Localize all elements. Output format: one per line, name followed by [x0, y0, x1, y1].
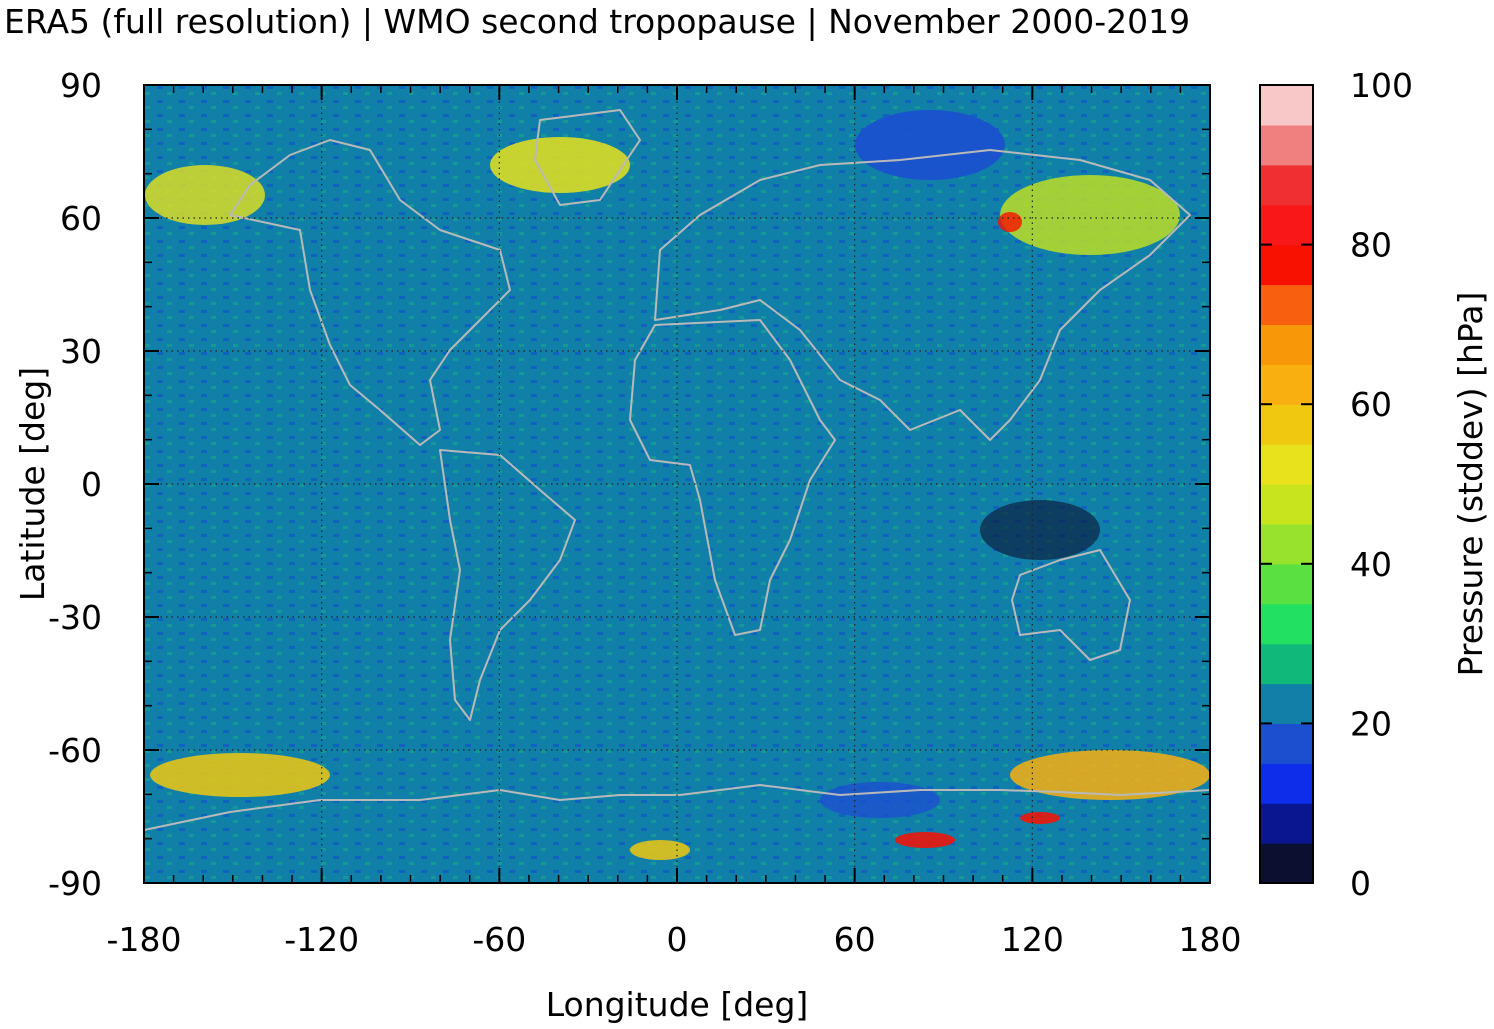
x-tick-label: -60: [472, 920, 526, 959]
colorbar-segment: [1260, 444, 1313, 485]
y-axis-title: Latitude [deg]: [13, 367, 52, 601]
colorbar-segment: [1260, 324, 1313, 365]
colorbar-segment: [1260, 484, 1313, 525]
y-tick-labels: 90 60 30 0 -30 -60 -90: [48, 66, 102, 903]
y-tick-label: -30: [48, 598, 102, 637]
hotspot-arctic-america: [490, 137, 630, 193]
x-tick-label: -180: [107, 920, 182, 959]
coastline-africa: [629, 319, 836, 636]
colorbar-segment: [1260, 85, 1313, 126]
colorbar-segment: [1260, 563, 1313, 605]
y-tick-label: 60: [60, 199, 102, 238]
hotspot-antarctic-core-2: [1020, 812, 1060, 824]
colorbar-segment: [1260, 124, 1313, 166]
coastline-antarctica: [144, 784, 1210, 831]
lowspot-arctic: [855, 110, 1005, 180]
colorbar-segment: [1260, 603, 1313, 645]
colorbar-label: Pressure (stddev) [hPa]: [1451, 292, 1490, 677]
coastlines: [144, 109, 1210, 831]
colorbar-tick-label: 0: [1350, 864, 1371, 903]
heatmap-blobs: [145, 110, 1210, 860]
colorbar-segment: [1260, 284, 1313, 325]
colorbar-segment: [1260, 404, 1313, 445]
gridlines: [144, 85, 1210, 883]
hotspot-antarctic-core: [895, 832, 955, 848]
colorbar-segment: [1260, 643, 1313, 685]
colorbar-segment: [1260, 204, 1313, 246]
chart-title: ERA5 (full resolution) | WMO second trop…: [4, 2, 1191, 41]
x-tick-labels: -180 -120 -60 0 60 120 180: [107, 920, 1242, 959]
hotspot-siberia: [1000, 175, 1180, 255]
colorbar-segment: [1260, 683, 1313, 724]
x-axis-title: Longitude [deg]: [546, 985, 809, 1024]
x-tick-label: -120: [284, 920, 359, 959]
x-tick-label: 60: [834, 920, 876, 959]
coastline-australia: [1011, 549, 1131, 661]
coastline-south-america: [439, 449, 576, 721]
plot-frame: [143, 84, 1211, 884]
colorbar: [1260, 85, 1313, 884]
colorbar-tick-label: 20: [1350, 704, 1392, 743]
y-tick-label: 90: [60, 66, 102, 105]
colorbar-segment: [1260, 164, 1313, 206]
y-tick-label: -60: [48, 731, 102, 770]
lowspot-antarctic: [820, 782, 940, 818]
colorbar-tick-label: 100: [1350, 66, 1413, 105]
colorbar-segment: [1260, 723, 1313, 764]
y-tick-label: 0: [81, 465, 102, 504]
hotspot-bering: [145, 165, 265, 225]
colorbar-tick-label: 40: [1350, 545, 1392, 584]
x-tick-label: 120: [1001, 920, 1064, 959]
colorbar-tick-label: 60: [1350, 385, 1392, 424]
colorbar-frame: [1259, 84, 1314, 884]
colorbar-segment: [1260, 523, 1313, 565]
y-tick-label: 30: [60, 332, 102, 371]
coastline-eurasia: [654, 149, 1191, 441]
colorbar-segment: [1260, 843, 1313, 884]
colorbar-segment: [1260, 244, 1313, 286]
colorbar-segment: [1260, 763, 1313, 804]
colorbar-segment: [1260, 364, 1313, 405]
colorbar-segment: [1260, 803, 1313, 844]
hotspot-siberia-core: [998, 212, 1022, 232]
hotspot-greenwich-south: [630, 840, 690, 860]
y-tick-label: -90: [48, 864, 102, 903]
colorbar-ticks: 0 20 40 60 80 100: [1260, 66, 1413, 903]
hotspot-south-pacific: [150, 753, 330, 797]
x-tick-label: 180: [1179, 920, 1242, 959]
colorbar-tick-label: 80: [1350, 226, 1392, 265]
x-tick-label: 0: [667, 920, 688, 959]
hotspot-indian-south: [1010, 750, 1210, 800]
coastline-north-america: [229, 139, 511, 446]
coastline-greenland: [534, 109, 641, 206]
lowspot-maritime: [980, 500, 1100, 560]
